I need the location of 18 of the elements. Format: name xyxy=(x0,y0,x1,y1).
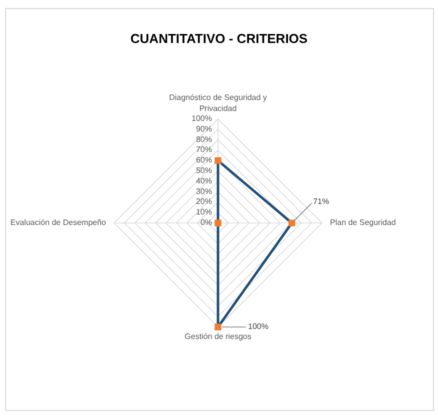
y-tick-label: 30% xyxy=(196,186,212,196)
spoke-label: Diagnóstico de Seguridad y Privacidad xyxy=(169,93,267,113)
y-tick-label: 60% xyxy=(196,156,212,165)
y-tick-label: 90% xyxy=(196,124,212,134)
data-label: 100% xyxy=(248,322,268,331)
y-tick-label: 100% xyxy=(192,114,212,123)
spoke-label: Evaluación de Desempeño xyxy=(10,218,107,227)
y-tick-label: 70% xyxy=(196,145,212,154)
spoke-label: Gestión de riesgos xyxy=(184,332,252,341)
spoke-label: Plan de Seguridad xyxy=(330,218,396,227)
y-tick-label: 10% xyxy=(196,208,212,217)
y-tick-label: 80% xyxy=(196,134,212,144)
y-tick-label: 40% xyxy=(196,176,212,186)
chart-title: CUANTITATIVO - CRITERIOS xyxy=(130,31,308,46)
data-label: 71% xyxy=(313,196,330,206)
y-tick-label: 20% xyxy=(196,197,212,206)
y-tick-label: 0% xyxy=(200,218,212,227)
y-tick-label: 50% xyxy=(196,166,212,175)
